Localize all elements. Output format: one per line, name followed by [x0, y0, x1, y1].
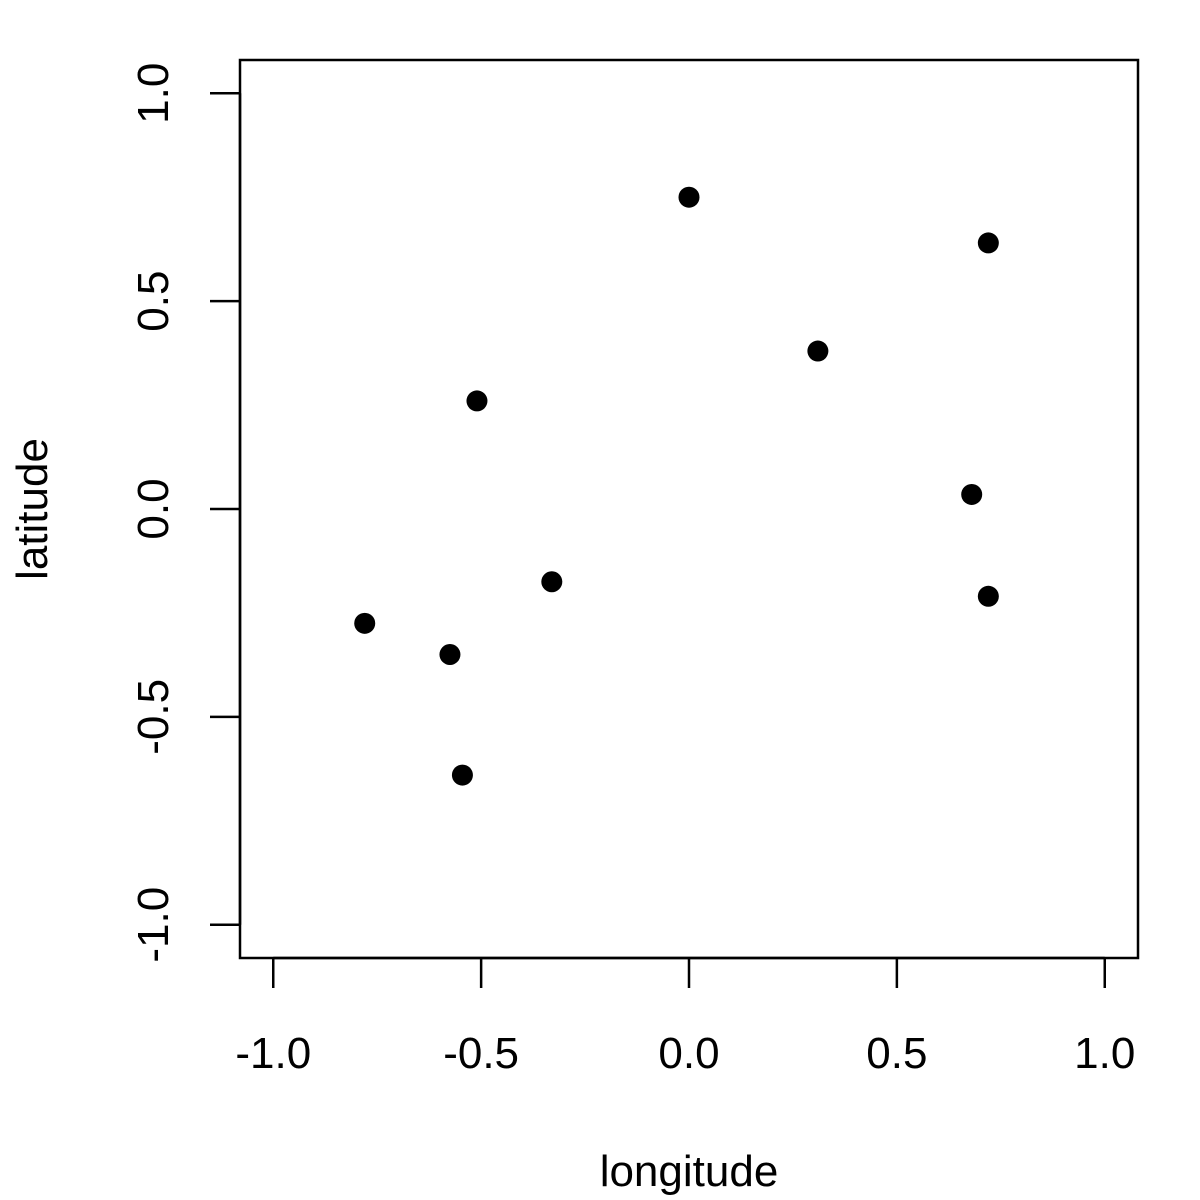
data-point [807, 340, 829, 362]
y-tick-label: -1.0 [129, 887, 178, 963]
x-tick-label: 1.0 [1074, 1029, 1135, 1078]
data-point [961, 483, 983, 505]
y-axis-title: latitude [8, 438, 57, 580]
data-point [466, 390, 488, 412]
x-tick-label: -0.5 [443, 1029, 519, 1078]
y-tick-label: 0.5 [129, 271, 178, 332]
y-tick-label: 0.0 [129, 478, 178, 539]
y-tick-label: 1.0 [129, 63, 178, 124]
data-point [451, 764, 473, 786]
x-tick-label: 0.5 [866, 1029, 927, 1078]
data-point [977, 585, 999, 607]
x-tick-label: 0.0 [658, 1029, 719, 1078]
scatter-points [354, 186, 999, 786]
data-point [977, 232, 999, 254]
data-point [439, 644, 461, 666]
data-point [354, 612, 376, 634]
y-tick-label: -0.5 [129, 679, 178, 755]
y-axis: -1.0 -0.5 0.0 0.5 1.0 [129, 63, 242, 963]
data-point [541, 571, 563, 593]
x-axis: -1.0 -0.5 0.0 0.5 1.0 [235, 956, 1135, 1078]
data-point [678, 186, 700, 208]
x-tick-label: -1.0 [235, 1029, 311, 1078]
x-axis-title: longitude [600, 1147, 779, 1196]
